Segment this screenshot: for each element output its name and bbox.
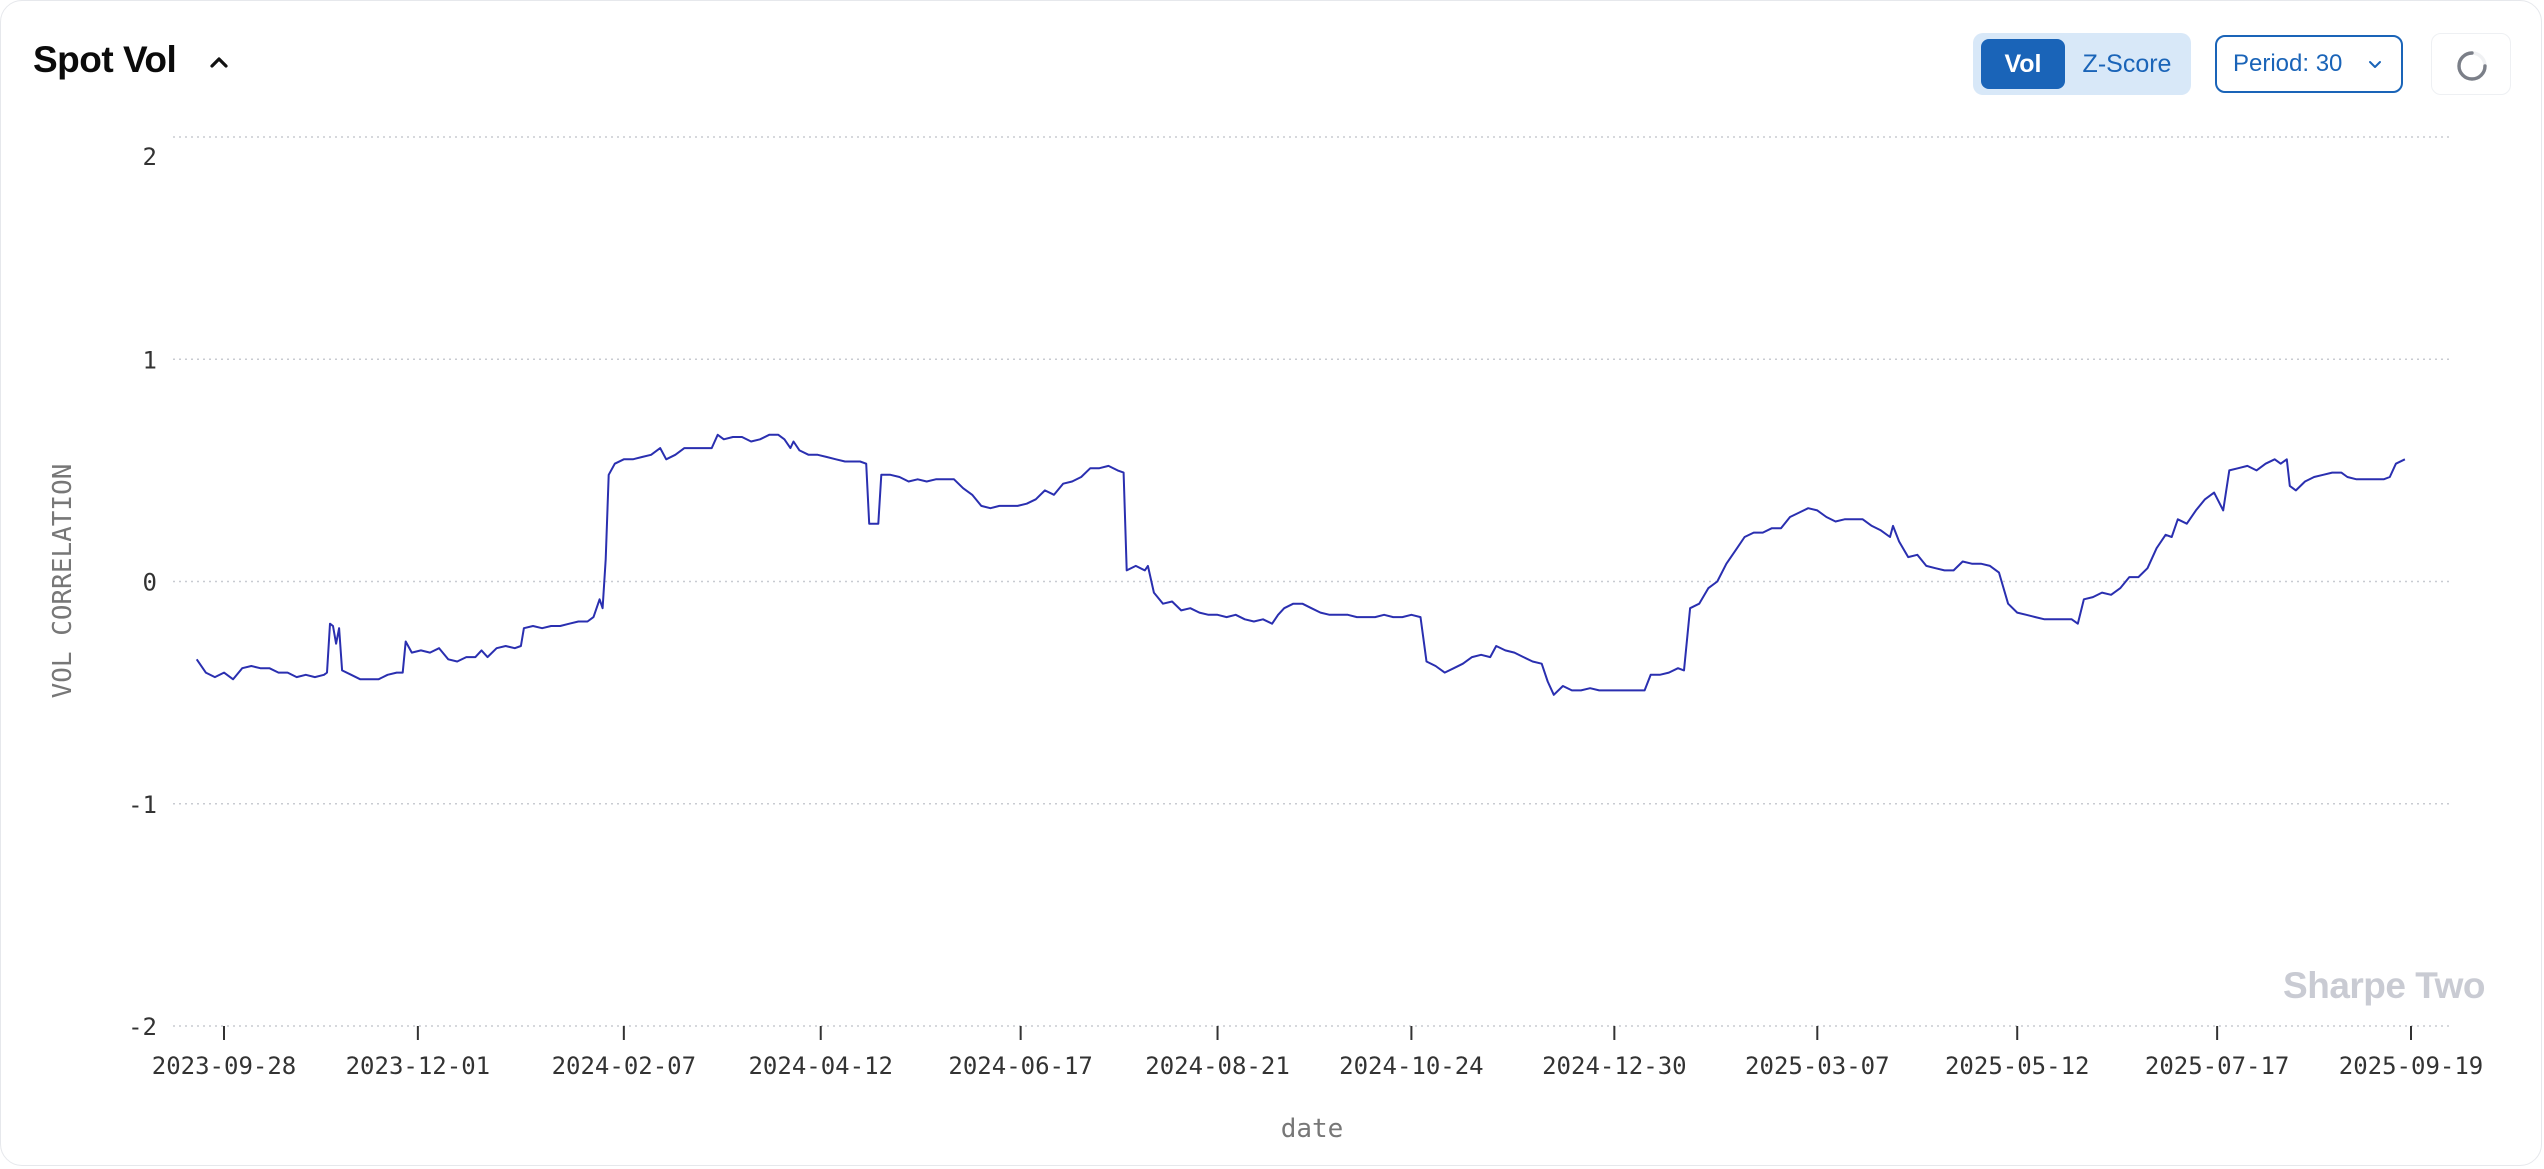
series-line xyxy=(195,433,2406,696)
period-select[interactable]: Period: 30 xyxy=(2215,35,2403,93)
watermark: Sharpe Two xyxy=(2283,965,2485,1006)
collapse-button[interactable] xyxy=(201,45,237,81)
x-tick-label: 2024-06-17 xyxy=(948,1052,1093,1080)
y-axis-title: VOL CORRELATION xyxy=(48,464,78,699)
chevron-down-icon xyxy=(2369,61,2381,68)
toggle-vol-button[interactable]: Vol xyxy=(1981,39,2065,89)
period-label: Period: 30 xyxy=(2233,50,2343,77)
loading-spinner-icon xyxy=(2457,51,2487,81)
x-tick-label: 2025-03-07 xyxy=(1745,1052,1890,1080)
x-tick-label: 2025-07-17 xyxy=(2145,1052,2290,1080)
y-tick-label: -1 xyxy=(128,791,157,819)
y-tick-label: 2 xyxy=(143,143,157,171)
y-tick-label: -2 xyxy=(128,1013,157,1041)
y-tick-label: 0 xyxy=(143,569,157,597)
x-tick-label: 2023-09-28 xyxy=(152,1052,297,1080)
toggle-zscore-button[interactable]: Z-Score xyxy=(2082,50,2172,78)
x-tick-label: 2024-04-12 xyxy=(748,1052,893,1080)
metric-toggle: Vol Z-Score xyxy=(1973,33,2191,95)
panel-title: Spot Vol xyxy=(33,39,177,80)
x-tick-label: 2025-05-12 xyxy=(1945,1052,2090,1080)
x-tick-label: 2024-12-30 xyxy=(1542,1052,1687,1080)
chevron-up-icon xyxy=(210,57,228,68)
x-axis-title: date xyxy=(1281,1114,1344,1144)
x-tick-label: 2024-02-07 xyxy=(552,1052,697,1080)
refresh-button[interactable] xyxy=(2431,33,2511,95)
x-tick-label: 2023-12-01 xyxy=(346,1052,491,1080)
x-tick-label: 2024-10-24 xyxy=(1339,1052,1484,1080)
x-tick-label: 2024-08-21 xyxy=(1145,1052,1290,1080)
x-tick-label: 2025-09-19 xyxy=(2339,1052,2484,1080)
y-tick-label: 1 xyxy=(143,346,157,374)
